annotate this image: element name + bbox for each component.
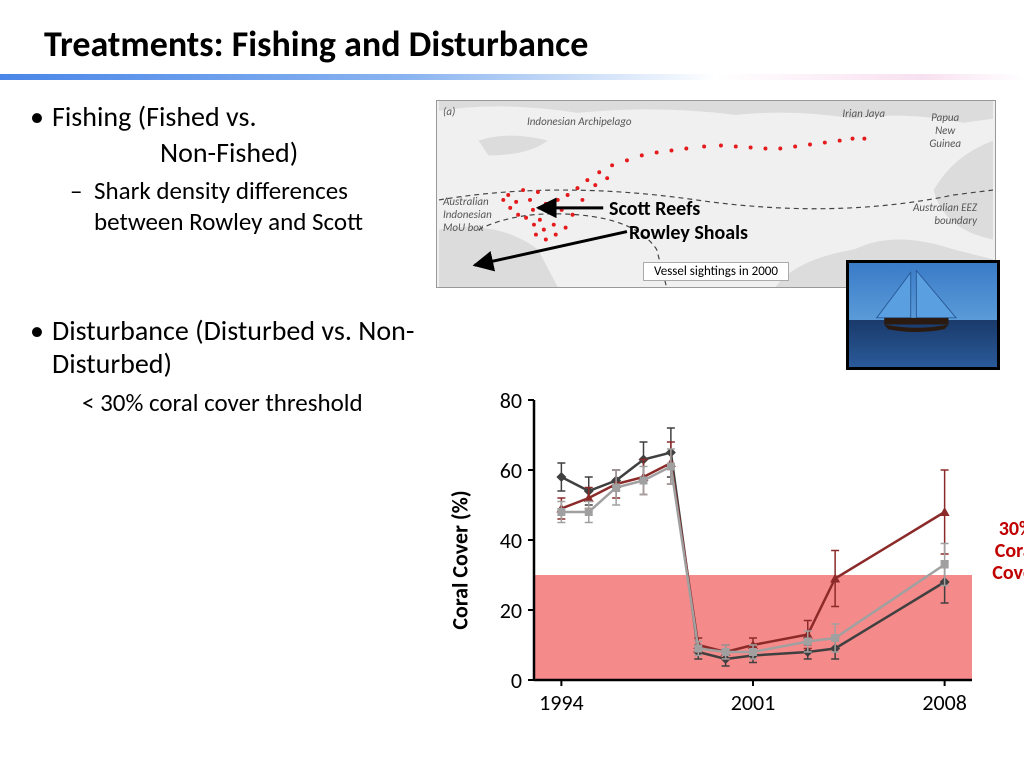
bullet-fishing-l1: Fishing (Fished vs. bbox=[30, 100, 430, 134]
map-label-mou: Australian Indonesian MoU box bbox=[443, 195, 492, 234]
coral-chart: Coral Cover (%) 30% Coral Cover 02040608… bbox=[472, 390, 992, 730]
chart-svg: 0 20 40 60 80 1994 2001 2008 bbox=[472, 390, 992, 730]
svg-text:1994: 1994 bbox=[539, 689, 584, 716]
bullet-disturbance-sub: < 30% coral cover threshold bbox=[30, 387, 430, 418]
map-label-png: Papua New Guinea bbox=[929, 111, 961, 150]
map-panel-letter: (a) bbox=[443, 105, 455, 118]
bullet-disturbance: Disturbance (Disturbed vs. Non-Disturbed… bbox=[30, 314, 430, 381]
map-anno-rowley: Rowley Shoals bbox=[629, 221, 748, 245]
title-divider bbox=[0, 74, 1024, 80]
svg-text:0: 0 bbox=[511, 667, 522, 694]
sailboat-photo bbox=[846, 260, 1000, 370]
chart-ylabel: Coral Cover (%) bbox=[447, 490, 474, 629]
svg-text:60: 60 bbox=[500, 457, 522, 484]
map-label-eez: Australian EEZ boundary bbox=[913, 201, 977, 227]
slide-title: Treatments: Fishing and Disturbance bbox=[0, 0, 1024, 74]
map-anno-scott: Scott Reefs bbox=[609, 197, 700, 221]
map-label-irian: Irian Jaya bbox=[842, 107, 885, 120]
map-caption: Vessel sightings in 2000 bbox=[643, 262, 789, 281]
bullet-list: Fishing (Fished vs. Non-Fished) Shark de… bbox=[30, 100, 430, 418]
svg-text:40: 40 bbox=[500, 527, 522, 554]
svg-text:80: 80 bbox=[500, 390, 522, 414]
bullet-fishing-sub: Shark density differences between Rowley… bbox=[30, 175, 430, 238]
map-label-indo: Indonesian Archipelago bbox=[527, 115, 632, 128]
svg-text:20: 20 bbox=[500, 597, 522, 624]
chart-threshold-label: 30% Coral Cover bbox=[992, 518, 1024, 584]
svg-text:2001: 2001 bbox=[731, 689, 776, 716]
bullet-fishing-l2: Non-Fished) bbox=[30, 136, 430, 170]
svg-text:2008: 2008 bbox=[922, 689, 967, 716]
